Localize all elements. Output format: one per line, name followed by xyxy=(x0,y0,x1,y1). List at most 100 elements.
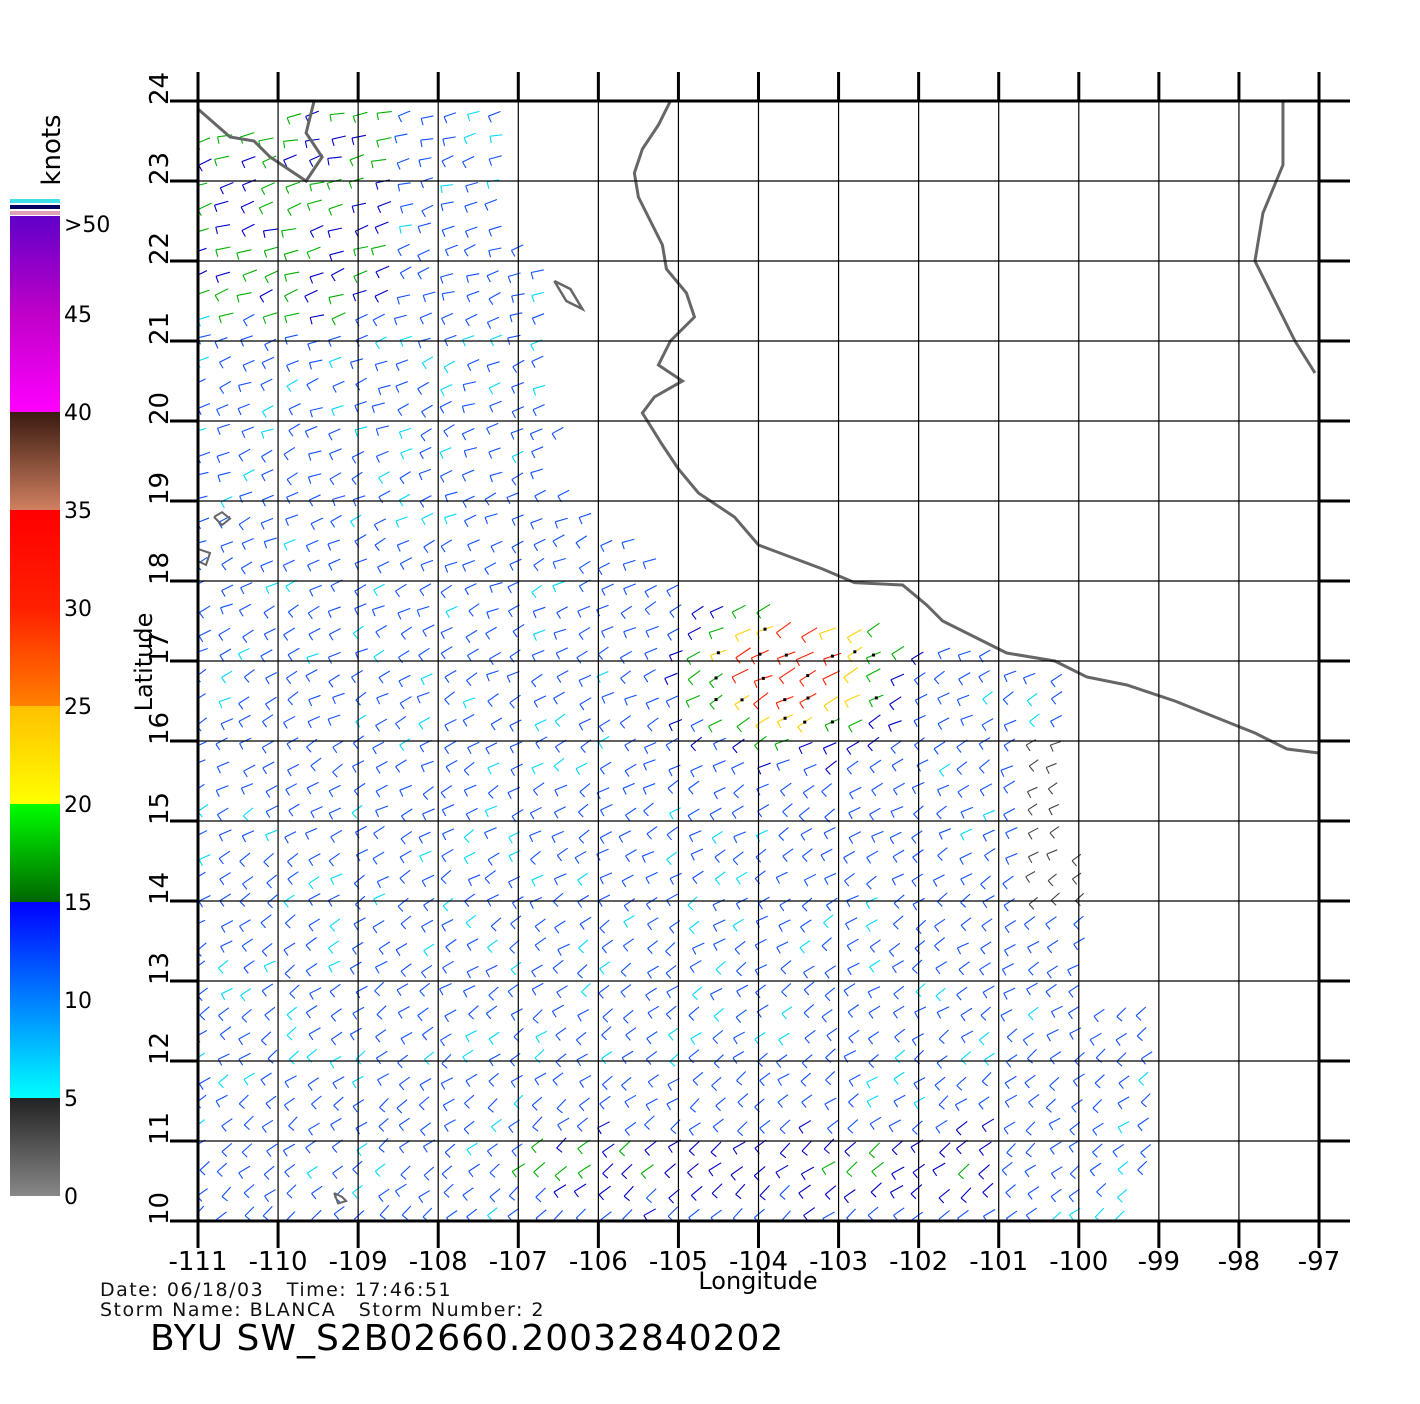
wind-vector xyxy=(463,132,476,139)
wind-barb xyxy=(601,589,606,596)
wind-vector xyxy=(353,1210,365,1220)
y-axis-label: Latitude xyxy=(130,613,158,712)
wind-vector xyxy=(198,540,207,544)
wind-barb xyxy=(311,1193,317,1200)
wind-barb xyxy=(510,432,515,440)
wind-vector xyxy=(934,1076,946,1086)
wind-barb xyxy=(1135,1015,1142,1021)
wind-barb xyxy=(980,1014,987,1021)
wind-barb xyxy=(310,765,316,772)
wind-barb xyxy=(958,969,964,976)
wind-vector xyxy=(445,244,458,251)
wind-vector xyxy=(439,400,452,408)
wind-barb xyxy=(692,877,698,885)
wind-vector xyxy=(440,785,452,794)
wind-barb xyxy=(871,789,877,797)
wind-vector xyxy=(891,1166,905,1175)
wind-barb xyxy=(243,770,248,778)
wind-vector xyxy=(667,627,680,635)
wind-barb xyxy=(395,723,401,730)
wind-barb xyxy=(1003,675,1008,683)
wind-vector xyxy=(847,962,860,970)
wind-vector xyxy=(803,965,815,973)
wind-barb xyxy=(669,927,675,934)
wind-barb xyxy=(892,856,898,863)
wind-barb xyxy=(439,988,444,996)
wind-barb xyxy=(645,630,650,638)
wind-barb xyxy=(463,837,470,843)
wind-vector xyxy=(846,741,860,750)
wind-vector xyxy=(308,918,321,926)
wind-barb xyxy=(220,607,224,615)
wind-barb xyxy=(440,878,447,885)
wind-barb xyxy=(379,1107,386,1113)
wind-vector xyxy=(1049,1051,1062,1060)
wind-vector xyxy=(284,1097,295,1106)
wind-vector xyxy=(266,1143,278,1152)
wind-vector xyxy=(465,629,478,638)
wind-vector xyxy=(261,469,274,476)
wind-vector xyxy=(217,807,229,816)
wind-barb xyxy=(531,767,536,775)
wind-vector xyxy=(418,468,432,475)
wind-vector xyxy=(465,181,479,187)
wind-vector xyxy=(328,784,341,792)
wind-vector xyxy=(981,1072,992,1082)
wind-vector xyxy=(467,359,480,366)
wind-vector xyxy=(866,919,878,927)
wind-vector xyxy=(1026,982,1038,990)
wind-barb xyxy=(441,1063,448,1069)
wind-barb xyxy=(618,836,624,843)
wind-vector xyxy=(350,514,362,522)
wind-vector xyxy=(198,1029,208,1037)
wind-barb xyxy=(778,925,783,932)
wind-vector xyxy=(578,512,592,519)
wind-barb xyxy=(461,406,465,414)
wind-vector xyxy=(198,1052,206,1059)
wind-vector xyxy=(847,1119,859,1129)
wind-vector xyxy=(215,1211,227,1221)
legend-tick-label: 15 xyxy=(64,891,92,916)
wind-barb xyxy=(216,1171,223,1177)
wind-vector xyxy=(664,672,678,679)
wind-vector xyxy=(579,783,591,793)
wind-barb xyxy=(304,296,309,303)
wind-barb xyxy=(238,385,242,393)
wind-vector xyxy=(509,694,521,704)
wind-barb xyxy=(529,433,534,441)
wind-barb xyxy=(440,1039,445,1047)
wind-vector xyxy=(374,1163,386,1172)
wind-barb xyxy=(377,388,382,396)
wind-barb xyxy=(510,250,516,257)
wind-barb xyxy=(868,723,874,730)
wind-barb xyxy=(1115,1039,1121,1046)
wind-barb xyxy=(822,678,827,686)
wind-barb xyxy=(439,276,444,284)
wind-vector xyxy=(755,848,767,858)
wind-barb xyxy=(1004,1082,1010,1090)
wind-barb xyxy=(1002,699,1009,706)
wind-barb xyxy=(488,1080,495,1087)
wind-barb xyxy=(779,904,785,912)
wind-vector xyxy=(214,288,229,296)
wind-vector xyxy=(939,828,952,834)
wind-barb xyxy=(1028,1101,1034,1108)
wind-barb xyxy=(554,720,561,727)
wind-barb xyxy=(441,229,446,237)
wind-barb xyxy=(894,1036,900,1043)
wind-vector xyxy=(238,647,250,655)
wind-barb xyxy=(464,1102,470,1109)
wind-barb xyxy=(261,456,266,463)
wind-barb xyxy=(285,186,290,194)
wind-vector xyxy=(465,914,477,924)
wind-vector xyxy=(554,713,566,722)
wind-vector xyxy=(825,1071,836,1081)
wind-barb xyxy=(825,1079,832,1086)
wind-vector xyxy=(1025,1142,1036,1153)
wind-vector xyxy=(894,1049,906,1059)
wind-barb xyxy=(395,520,400,528)
legend-tick-label: 10 xyxy=(64,989,92,1014)
wind-barb xyxy=(1116,1016,1123,1022)
wind-vector xyxy=(241,938,254,947)
